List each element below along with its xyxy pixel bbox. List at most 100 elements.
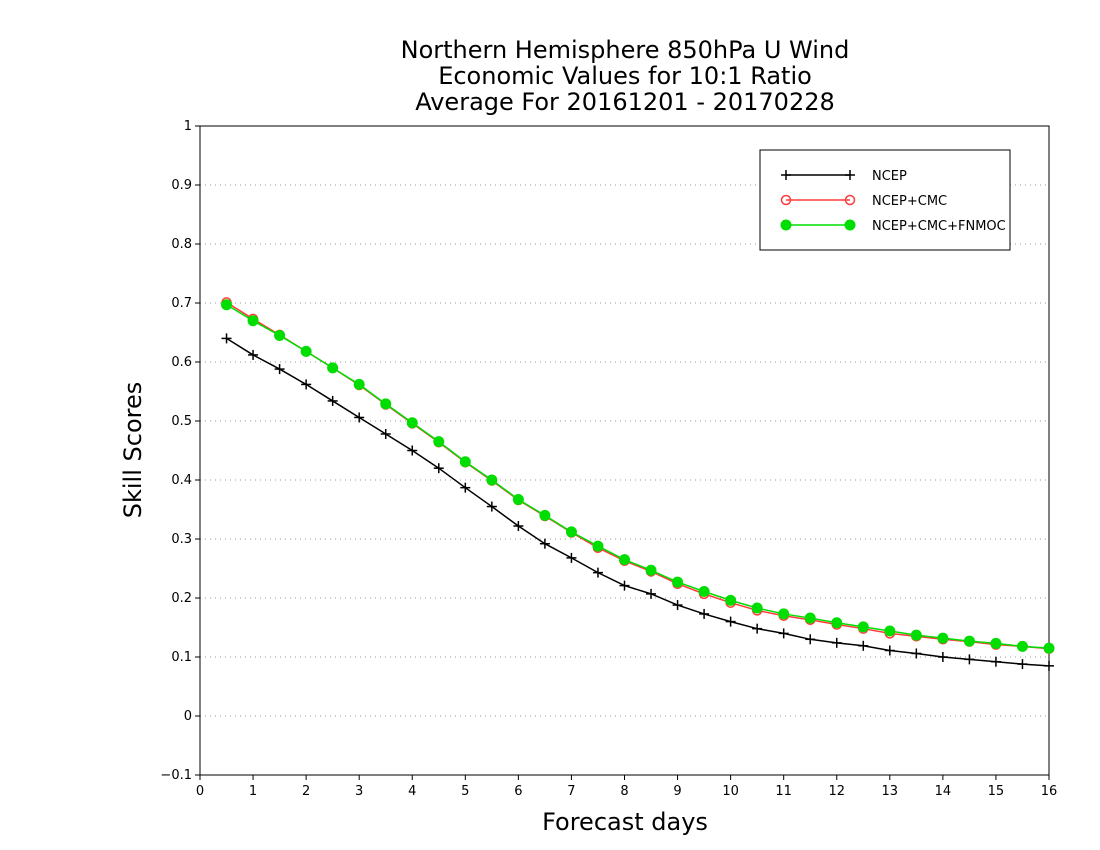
y-axis-label: Skill Scores [119,381,147,519]
data-point [221,299,233,311]
legend: NCEP NCEP+CMC NCEP+CMC+FNMOC [759,149,1011,251]
data-point [831,637,842,648]
series-0 [221,333,1054,671]
y-tick-label: 0.1 [171,650,192,665]
data-point [857,621,869,633]
legend-marker [845,170,855,180]
data-point [672,576,684,588]
legend-marker [844,219,856,231]
series-line [226,337,1050,667]
data-point [566,552,577,563]
x-tick-label: 1 [249,784,257,799]
data-point [645,564,657,576]
data-point [274,329,286,341]
x-tick-label: 13 [882,784,899,799]
data-point [804,612,816,624]
data-point [486,501,497,512]
x-tick-label: 3 [355,784,363,799]
legend-item: NCEP+CMC [780,194,947,209]
axis-ticks: −0.100.10.20.30.40.50.60.70.80.910 1 2 3 4 5 6… [160,119,1057,799]
x-tick-label: 9 [673,784,681,799]
y-tick-label: 0.8 [171,237,192,252]
data-point [1017,659,1028,670]
data-point [539,538,550,549]
x-tick-label: 15 [988,784,1005,799]
chart-title-line-1: Northern Hemisphere 850hPa U Wind [400,36,850,64]
data-point [964,654,975,665]
legend-marker [781,170,791,180]
data-point [778,608,790,620]
data-point [221,333,232,344]
data-point [301,379,312,390]
legend-marker [844,194,856,206]
data-point [380,428,391,439]
data-point [884,645,895,656]
y-tick-label: 1 [184,119,192,134]
data-point [300,345,312,357]
data-point [539,509,551,521]
x-tick-label: 8 [620,784,628,799]
legend-label: NCEP+CMC [872,194,947,209]
x-tick-label: 5 [461,784,469,799]
data-point [327,395,338,406]
chart-title-line-2: Economic Values for 10:1 Ratio [438,62,812,90]
data-point [513,521,524,532]
legend-item: NCEP+CMC+FNMOC [780,219,1006,234]
x-tick-label: 10 [722,784,739,799]
data-point [619,554,630,566]
data-point [752,623,763,634]
x-axis-label: Forecast days [542,808,708,836]
legend-marker [780,194,792,206]
series-2 [221,299,1055,654]
data-point [963,635,975,647]
data-point [911,648,922,659]
y-tick-label: 0 [184,709,192,724]
data-point [725,616,736,627]
legend-label: NCEP [872,169,907,184]
y-tick-label: 0.5 [171,414,192,429]
y-tick-label: 0.3 [171,532,192,547]
data-point [646,588,657,599]
y-tick-label: 0.7 [171,296,192,311]
y-tick-label: 0.6 [171,355,192,370]
y-tick-label: −0.1 [160,768,192,783]
legend-label: NCEP+CMC+FNMOC [872,219,1006,234]
data-point [990,637,1002,649]
data-point [592,567,603,578]
x-tick-label: 6 [514,784,522,799]
data-point [565,526,577,538]
x-tick-label: 7 [567,784,575,799]
data-point [884,625,896,637]
data-point [327,362,339,374]
data-point [460,482,471,493]
x-tick-label: 2 [302,784,310,799]
data-point [353,378,365,390]
data-point [274,364,285,375]
x-tick-label: 14 [935,784,952,799]
data-point [433,436,445,448]
data-point [831,617,843,629]
data-point [248,349,259,360]
data-point [592,540,604,552]
data-point [407,445,418,456]
series-layer [221,297,1055,671]
data-point [380,398,392,410]
data-point [247,315,259,327]
data-point [406,417,418,429]
data-point [354,412,365,423]
series-line [226,304,1050,649]
y-tick-label: 0.2 [171,591,192,606]
y-tick-label: 0.9 [171,178,192,193]
data-point [858,640,869,651]
data-point [778,628,789,639]
data-point [698,586,710,598]
data-point [805,634,816,645]
data-point [1044,660,1054,671]
data-point [910,629,922,641]
x-tick-label: 11 [775,784,792,799]
legend-item: NCEP [781,169,907,184]
data-point [433,463,444,474]
legend-marker [780,219,792,231]
data-point [672,600,683,611]
